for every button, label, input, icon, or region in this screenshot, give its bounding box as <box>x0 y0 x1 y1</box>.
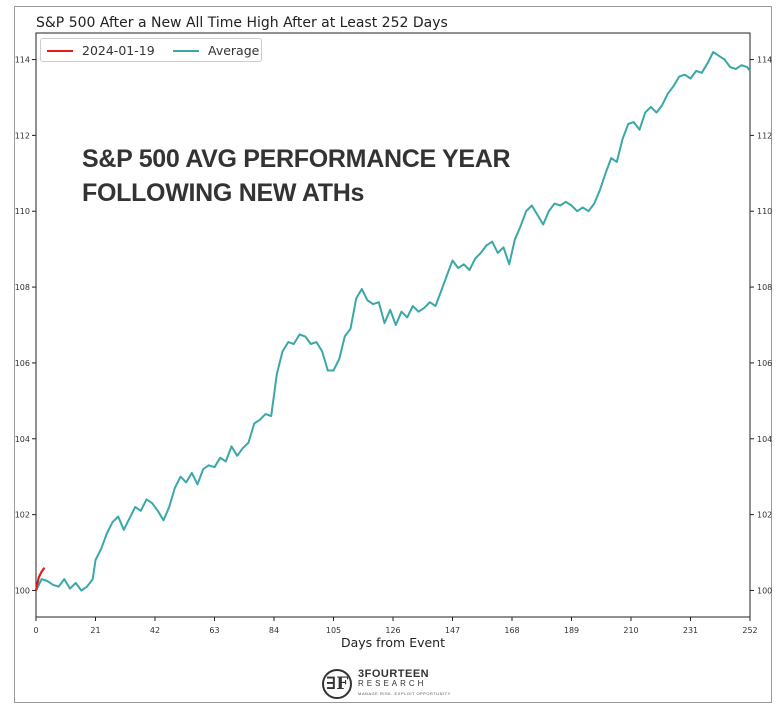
x-tick-label: 231 <box>683 626 698 635</box>
y-tick-label-right: 114 <box>757 56 772 65</box>
annotation-line-2: FOLLOWING NEW ATHs <box>82 179 365 207</box>
x-axis-label: Days from Event <box>340 635 446 650</box>
logo-subtitle: RESEARCH <box>358 679 427 688</box>
y-tick-label-right: 112 <box>757 131 772 140</box>
x-tick-label: 147 <box>445 626 460 635</box>
series-line-2024-01-19 <box>34 567 46 591</box>
y-tick-label-left: 102 <box>15 511 30 520</box>
y-tick-label-right: 100 <box>757 586 772 595</box>
x-tick-label: 84 <box>269 626 279 635</box>
x-tick-label: 42 <box>150 626 160 635</box>
legend-item-average: Average <box>173 43 259 58</box>
x-tick-label: 0 <box>33 626 38 635</box>
legend-label: Average <box>208 43 260 58</box>
y-axis: 100 100 102 102 104 104 106 106 108 108 110 110 112 1… <box>15 56 773 596</box>
legend-item-2024-01-19: 2024-01-19 <box>47 43 155 58</box>
logo-tagline: MANAGE RISK. EXPLOIT OPPORTUNITY <box>358 691 451 696</box>
logo-name: 3FOURTEEN <box>358 668 430 680</box>
chart-frame <box>14 6 772 703</box>
annotation-line-1: S&P 500 AVG PERFORMANCE YEAR <box>82 145 511 173</box>
annotation-text: S&P 500 AVG PERFORMANCE YEAR FOLLOWING N… <box>82 142 511 210</box>
x-tick-label: 63 <box>209 626 219 635</box>
x-tick-label: 21 <box>90 626 100 635</box>
y-tick-label-right: 110 <box>757 207 772 216</box>
y-tick-label-right: 108 <box>757 283 772 292</box>
series-line-average <box>35 51 751 592</box>
brand-logo: ∃F 3FOURTEEN RESEARCH MANAGE RISK. EXPLO… <box>322 669 451 699</box>
legend-swatch-red <box>47 49 73 52</box>
x-axis: 0 21 42 63 84 105 126 147 168 189 210 231 252 <box>33 617 758 635</box>
logo-mark-icon: ∃F <box>322 669 352 699</box>
legend: 2024-01-19 Average <box>40 38 262 62</box>
x-tick-label: 168 <box>504 626 519 635</box>
series-group <box>34 51 751 592</box>
y-tick-label-left: 106 <box>15 359 30 368</box>
y-tick-label-left: 114 <box>15 56 30 65</box>
chart-title: S&P 500 After a New All Time High After … <box>36 15 448 31</box>
y-tick-label-right: 102 <box>757 511 772 520</box>
y-tick-label-right: 106 <box>757 359 772 368</box>
y-tick-label-left: 110 <box>15 207 30 216</box>
y-tick-label-left: 104 <box>15 435 30 444</box>
x-tick-label: 105 <box>326 626 341 635</box>
y-tick-label-right: 104 <box>757 435 772 444</box>
x-tick-label: 126 <box>385 626 400 635</box>
x-tick-label: 189 <box>564 626 579 635</box>
x-tick-label: 210 <box>623 626 638 635</box>
y-tick-label-left: 100 <box>15 586 30 595</box>
legend-label: 2024-01-19 <box>82 43 155 58</box>
y-tick-label-left: 108 <box>15 283 30 292</box>
x-tick-label: 252 <box>742 626 757 635</box>
y-tick-label-left: 112 <box>15 131 30 140</box>
legend-swatch-teal <box>173 49 199 52</box>
